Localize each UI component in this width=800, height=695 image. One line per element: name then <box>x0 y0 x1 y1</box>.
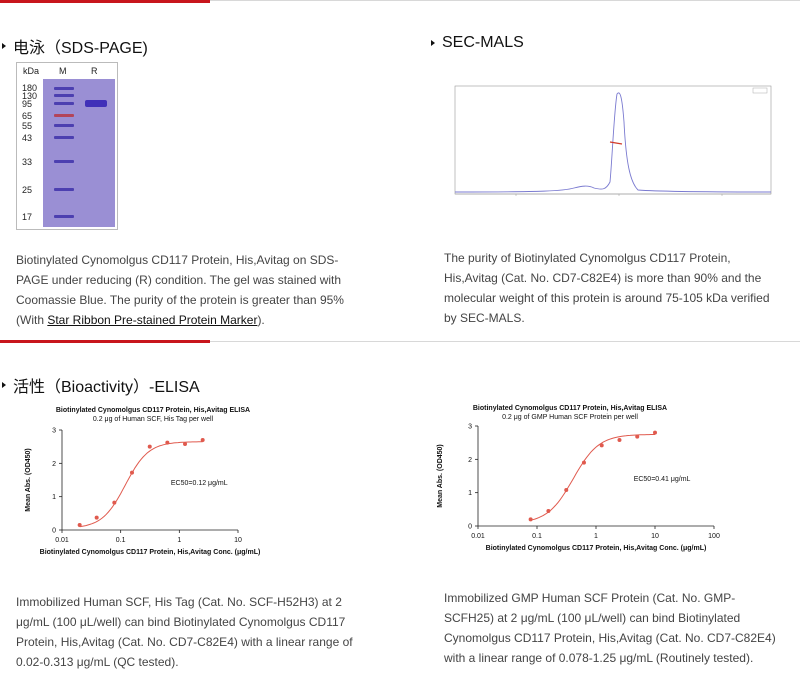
x-tick-label: 10 <box>651 533 659 540</box>
chart-title: Biotinylated Cynomolgus CD117 Protein, H… <box>473 405 667 412</box>
x-tick-label: 0.01 <box>55 537 69 544</box>
sds-page-text-end: ). <box>257 313 265 327</box>
gel-marker-label: 17 <box>22 212 33 222</box>
elisa-chart-gmp-scf: Biotinylated Cynomolgus CD117 Protein, H… <box>437 405 720 552</box>
gel-marker-band <box>54 215 74 218</box>
chart-subtitle: 0.2 μg of Human SCF, His Tag per well <box>93 416 214 423</box>
x-tick-label: 1 <box>594 533 598 540</box>
gel-marker-label: 180 <box>22 83 38 93</box>
bullet-triangle-icon <box>2 382 6 388</box>
gel-marker-band <box>54 188 74 191</box>
data-point <box>112 500 117 505</box>
x-tick-label: 1 <box>177 537 181 544</box>
top-divider <box>0 0 800 1</box>
chart-title: Biotinylated Cynomolgus CD117 Protein, H… <box>56 407 250 414</box>
gel-marker-label: 43 <box>22 133 33 143</box>
data-point <box>129 470 134 475</box>
top-accent-bar <box>0 0 210 3</box>
gel-lane-m-label: M <box>59 66 67 76</box>
protein-marker-link[interactable]: Star Ribbon Pre-stained Protein Marker <box>47 313 258 327</box>
sds-page-title: 电泳（SDS-PAGE) <box>2 34 148 58</box>
data-point <box>183 442 188 446</box>
x-tick-label: 10 <box>234 537 242 544</box>
gel-marker-label: 55 <box>22 121 33 131</box>
data-point <box>77 523 82 527</box>
chart-subtitle: 0.2 μg of GMP Human SCF Protein per well <box>502 414 638 421</box>
sec-mals-title-text: SEC-MALS <box>442 34 524 51</box>
sec-mals-chromatogram <box>454 85 772 196</box>
data-point <box>165 440 170 445</box>
gel-marker-band <box>54 136 74 139</box>
gel-marker-band <box>54 160 74 163</box>
data-point <box>528 517 533 522</box>
sec-mals-molar-mass-trace <box>609 141 623 145</box>
sds-page-gel-image: kDa M R 180 130 95 65 55 43 33 25 17 <box>16 62 118 230</box>
y-axis-label: Mean Abs. (OD450) <box>437 444 444 508</box>
y-tick-label: 0 <box>468 524 472 531</box>
x-tick-label: 0.1 <box>532 533 542 540</box>
sds-page-title-text: 电泳（SDS-PAGE) <box>13 40 148 57</box>
sds-page-text: Biotinylated Cynomolgus CD117 Protein, H… <box>16 253 344 327</box>
data-point <box>546 509 551 513</box>
gel-marker-band <box>54 102 74 105</box>
section-divider <box>0 341 800 342</box>
x-tick-label: 0.1 <box>116 537 126 544</box>
gel-marker-band <box>54 124 74 127</box>
y-tick-label: 1 <box>468 490 472 497</box>
x-tick-label: 100 <box>708 533 720 540</box>
x-axis-label: Biotinylated Cynomolgus CD117 Protein, H… <box>486 545 707 552</box>
y-tick-label: 3 <box>52 428 56 435</box>
data-point <box>617 438 622 442</box>
gel-marker-label: 130 <box>22 91 38 101</box>
data-point <box>653 430 657 435</box>
sec-mals-legend-box <box>752 87 768 94</box>
gel-marker-band <box>54 94 74 97</box>
ec50-annotation: EC50=0.41 μg/mL <box>634 476 691 483</box>
y-tick-label: 1 <box>52 494 56 501</box>
sec-mals-title: SEC-MALS <box>431 34 524 52</box>
ec50-annotation: EC50=0.12 μg/mL <box>171 480 228 487</box>
elisa-right-description: Immobilized GMP Human SCF Protein (Cat. … <box>444 591 776 665</box>
gel-marker-band <box>54 114 74 117</box>
gel-marker-band <box>54 87 74 90</box>
x-axis-label: Biotinylated Cynomolgus CD117 Protein, H… <box>40 549 261 556</box>
bioactivity-title: 活性（Bioactivity）-ELISA <box>2 373 200 397</box>
bullet-triangle-icon <box>2 43 6 49</box>
gel-marker-label: 33 <box>22 157 33 167</box>
gel-sample-band <box>85 100 107 107</box>
elisa-chart-human-scf: Biotinylated Cynomolgus CD117 Protein, H… <box>25 407 261 556</box>
x-tick-label: 0.01 <box>471 533 485 540</box>
y-tick-label: 0 <box>52 528 56 535</box>
gel-lane-r-label: R <box>91 66 98 76</box>
y-tick-label: 2 <box>52 461 56 468</box>
section-accent-bar <box>0 340 210 343</box>
gel-marker-label: 25 <box>22 185 33 195</box>
data-point <box>599 443 604 448</box>
sec-mals-description: The purity of Biotinylated Cynomolgus CD… <box>444 251 770 325</box>
sec-mals-uv-trace <box>454 92 772 193</box>
bioactivity-title-text: 活性（Bioactivity）-ELISA <box>13 379 200 396</box>
data-point <box>94 515 99 520</box>
data-point <box>200 438 205 442</box>
data-point <box>147 444 152 449</box>
y-tick-label: 2 <box>468 457 472 464</box>
gel-kda-label: kDa <box>23 66 40 76</box>
gel-marker-label: 65 <box>22 111 33 121</box>
fitted-curve <box>79 441 203 528</box>
elisa-left-description: Immobilized Human SCF, His Tag (Cat. No.… <box>16 595 353 669</box>
gel-marker-label: 95 <box>22 99 33 109</box>
fitted-curve <box>530 434 655 521</box>
y-axis-label: Mean Abs. (OD450) <box>25 448 32 512</box>
bullet-triangle-icon <box>431 40 435 46</box>
sds-page-description: Biotinylated Cynomolgus CD117 Protein, H… <box>16 250 361 330</box>
y-tick-label: 3 <box>468 424 472 431</box>
data-point <box>581 460 586 465</box>
data-point <box>635 434 640 439</box>
data-point <box>564 488 569 492</box>
